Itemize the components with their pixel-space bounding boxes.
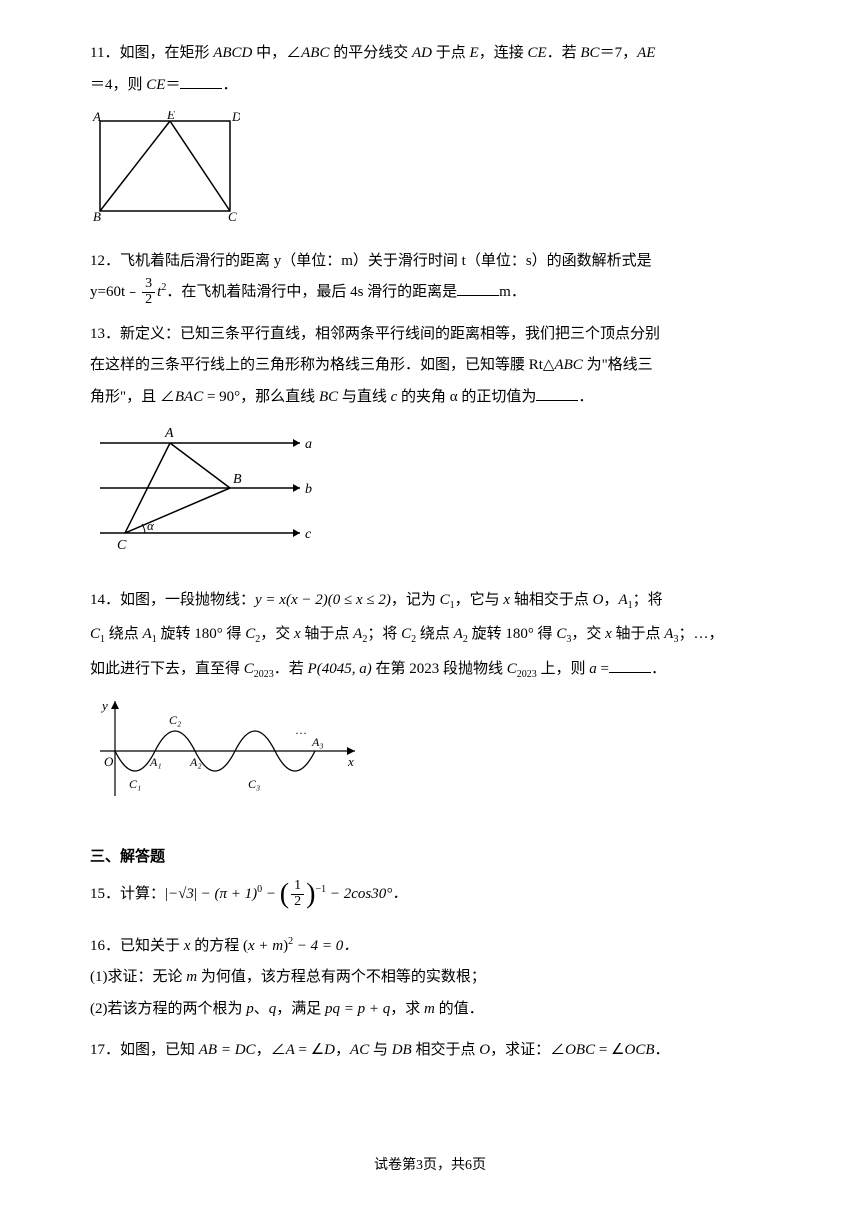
question-17: 17．如图，已知 AB = DC，∠A = ∠D，AC 与 DB 相交于点 O，… — [90, 1035, 770, 1067]
question-11: 11．如图，在矩形 ABCD 中，∠ABC 的平分线交 AD 于点 E，连接 C… — [90, 38, 770, 101]
q14-blank — [609, 658, 651, 673]
label-C: C — [117, 538, 127, 553]
label-D: D — [231, 111, 240, 124]
svg-text:O: O — [104, 754, 114, 769]
svg-text:A₃: A₃ — [311, 735, 324, 749]
label-C: C — [228, 209, 237, 221]
q14-figure: y x O C₁ C₂ C₃ A₁ A₂ A₃ … — [90, 696, 770, 824]
q11-figure: A E D B C — [90, 111, 770, 234]
page-footer: 试卷第3页，共6页 — [0, 1151, 860, 1180]
q12-blank — [457, 281, 499, 296]
q11-blank — [180, 74, 222, 89]
svg-text:A₁: A₁ — [149, 755, 162, 769]
q11-abcd: ABCD — [213, 45, 252, 61]
label-a: a — [305, 437, 312, 452]
label-B: B — [93, 209, 101, 221]
svg-text:x: x — [347, 754, 354, 769]
label-alpha: α — [147, 518, 155, 533]
question-15: 15．计算：|−√3| − (π + 1)0 − (12)−1 − 2cos30… — [90, 879, 770, 911]
label-A: A — [164, 426, 174, 441]
svg-text:y: y — [100, 698, 108, 713]
section-3-title: 三、解答题 — [90, 842, 770, 874]
question-16: 16．已知关于 x 的方程 (x + m)2 − 4 = 0． (1)求证：无论… — [90, 931, 770, 1026]
label-b: b — [305, 482, 312, 497]
question-12: 12．飞机着陆后滑行的距离 y（单位：m）关于滑行时间 t（单位：s）的函数解析… — [90, 246, 770, 309]
q13-blank — [536, 386, 578, 401]
q11-text: 11．如图，在矩形 — [90, 45, 213, 61]
svg-text:C₁: C₁ — [129, 777, 141, 791]
label-c: c — [305, 527, 312, 542]
question-13: 13．新定义：已知三条平行直线，相邻两条平行线间的距离相等，我们把三个顶点分别 … — [90, 319, 770, 414]
svg-text:…: … — [295, 723, 307, 737]
label-A: A — [92, 111, 101, 124]
svg-text:C₃: C₃ — [248, 777, 260, 791]
question-14: 14．如图，一段抛物线：y = x(x − 2)(0 ≤ x ≤ 2)，记为 C… — [90, 583, 770, 687]
q13-figure: A B C a b c α — [90, 423, 770, 571]
svg-text:A₂: A₂ — [189, 755, 202, 769]
label-E: E — [166, 111, 175, 122]
svg-text:C₂: C₂ — [169, 713, 181, 727]
label-B: B — [233, 472, 242, 487]
